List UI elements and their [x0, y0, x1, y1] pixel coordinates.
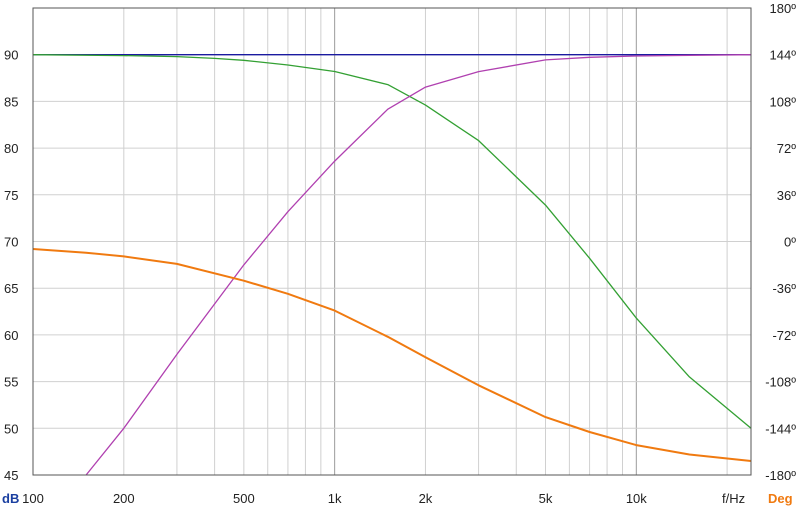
- y-tick-label: 85: [4, 94, 18, 109]
- y2-tick-label: 144º: [770, 48, 797, 63]
- series-line-2: [32, 54, 752, 429]
- y-tick-label: 50: [4, 421, 18, 436]
- x-tick-label: 10k: [626, 491, 647, 506]
- x-tick-label: 2k: [419, 491, 433, 506]
- y2-tick-label: 36º: [777, 188, 796, 203]
- x-tick-label: 200: [113, 491, 135, 506]
- grid: [32, 8, 751, 476]
- y-tick-label: 75: [4, 188, 18, 203]
- y-tick-label: 60: [4, 328, 18, 343]
- y-axis-unit-label: dB: [2, 491, 19, 506]
- y2-tick-label: 108º: [770, 94, 797, 109]
- y2-tick-label: -36º: [772, 281, 796, 296]
- y2-tick-label: -180º: [765, 468, 796, 483]
- y-tick-label: 45: [4, 468, 18, 483]
- y2-tick-label: -144º: [765, 421, 796, 436]
- y2-tick-label: 0º: [784, 235, 796, 250]
- y2-tick-label: 72º: [777, 141, 796, 156]
- x-tick-label: 100: [22, 491, 44, 506]
- x-tick-label: 500: [233, 491, 255, 506]
- series-line-3: [85, 54, 752, 476]
- series-group: [32, 54, 752, 476]
- x-tick-label: 5k: [539, 491, 553, 506]
- y2-axis-unit-label: Deg: [768, 491, 793, 506]
- x-tick-label: 1k: [328, 491, 342, 506]
- plot-area-frame: [32, 7, 752, 476]
- y2-tick-label: -108º: [765, 375, 796, 390]
- y2-tick-label: 180º: [770, 1, 797, 16]
- y-tick-label: 65: [4, 281, 18, 296]
- tick-labels: 100 200 500 1k 2k 5k 10k 90 85 80 75 70 65 60 55 50 45 18…: [4, 1, 796, 506]
- series-line-4: [32, 248, 752, 462]
- y2-tick-label: -72º: [772, 328, 796, 343]
- y-tick-label: 90: [4, 48, 18, 63]
- y-tick-label: 80: [4, 141, 18, 156]
- y-tick-label: 70: [4, 235, 18, 250]
- y-tick-label: 55: [4, 375, 18, 390]
- x-axis-unit-label: f/Hz: [722, 491, 745, 506]
